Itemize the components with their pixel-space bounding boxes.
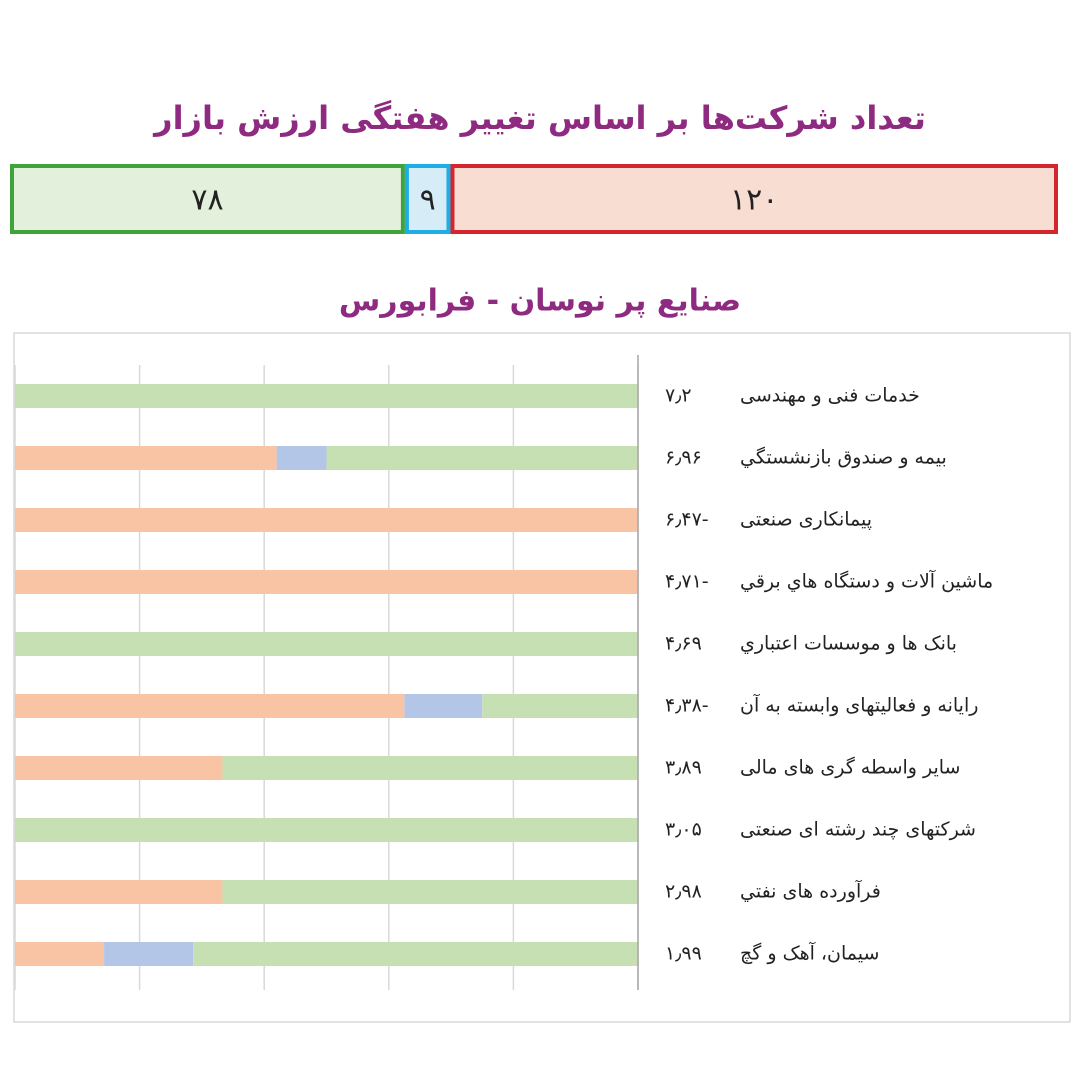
strip-title: تعداد شرکت‌ها بر اساس تغییر هفتگی ارزش ب… [152, 99, 926, 137]
count-label: ۱۲۰ [730, 183, 778, 218]
change-label: ۴٫۳۸- [665, 695, 709, 717]
count-box [404, 164, 451, 234]
category-label: بانک ها و موسسات اعتباري [740, 633, 957, 655]
count-label: ۷۸ [191, 183, 223, 218]
count-label: ۹ [420, 183, 436, 218]
category-label: شرکتهای چند رشته ای صنعتی [740, 819, 976, 841]
change-label: ۳٫۰۵ [665, 819, 702, 841]
change-label: ۲٫۹۸ [665, 881, 702, 903]
change-label: ۳٫۸۹ [665, 757, 702, 779]
change-label: ۶٫۴۷- [665, 509, 709, 531]
bar-segment [15, 880, 223, 904]
category-label: فرآورده های نفتي [740, 879, 881, 903]
bar-segment [15, 632, 638, 656]
category-label: سایر واسطه گری های مالی [740, 756, 960, 779]
bar-segment [15, 756, 223, 780]
bar-segment [15, 446, 277, 470]
category-label: رایانه و فعالیتهای وابسته به آن [740, 693, 978, 717]
change-label: ۴٫۶۹ [665, 633, 702, 655]
bar-segment [326, 446, 638, 470]
bar-segment [15, 818, 638, 842]
bar-segment [15, 942, 105, 966]
bar-segment [482, 694, 638, 718]
change-label: ۶٫۹۶ [665, 447, 702, 469]
chart-frame [13, 332, 1071, 1023]
bar-segment [15, 570, 638, 594]
bar-segment [15, 694, 405, 718]
bar-segment [222, 880, 639, 904]
bar-segment [222, 756, 639, 780]
change-label: ۷٫۲ [665, 385, 692, 407]
bar-segment [104, 942, 194, 966]
bar-segment [276, 446, 327, 470]
category-label: سیمان، آهک و گچ [740, 941, 879, 965]
category-label: بیمه و صندوق بازنشستگي [740, 446, 947, 469]
bar-segment [404, 694, 483, 718]
change-label: ۱٫۹۹ [665, 943, 702, 965]
change-label: ۴٫۷۱- [665, 571, 709, 593]
category-label: خدمات فنی و مهندسی [740, 385, 920, 407]
count-box [450, 164, 1059, 234]
bar-segment [193, 942, 639, 966]
bar-segment [15, 508, 638, 532]
category-label: پیمانکاری صنعتی [740, 509, 872, 531]
chart-title: صنایع پر نوسان - فرابورس [339, 284, 741, 319]
bar-segment [15, 384, 638, 408]
count-box [10, 164, 405, 234]
category-label: ماشین آلات و دستگاه هاي برقي [740, 569, 993, 593]
